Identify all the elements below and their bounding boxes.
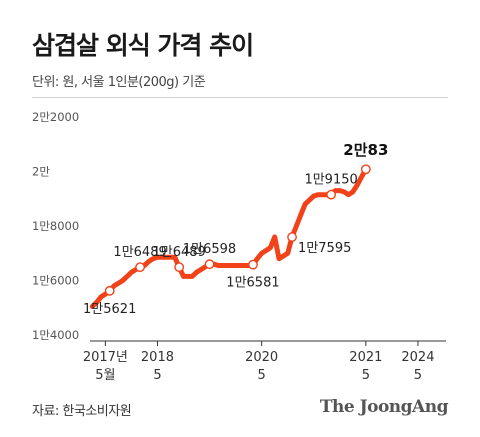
title-divider <box>32 97 448 98</box>
data-point-marker <box>174 262 185 273</box>
y-tick-label: 1만4000 <box>32 328 79 342</box>
x-tick-label-line: 5 <box>153 368 161 383</box>
y-tick-label: 2만2000 <box>32 110 79 124</box>
data-point-marker <box>248 259 258 270</box>
source-note: 자료: 한국소비자원 <box>32 404 132 419</box>
x-tick-label-line: 5월 <box>95 368 115 383</box>
x-tick-label: 2018 5 <box>141 350 174 383</box>
data-label: 1만7595 <box>298 241 351 256</box>
y-axis-ticks: 1만4000 1만6000 1만8000 2만 2만2000 <box>32 110 79 342</box>
annotation-markers <box>104 164 371 296</box>
x-tick-label-line: 2017년 <box>83 350 128 365</box>
data-label: 1만6598 <box>183 242 236 257</box>
publisher-logo: The JoongAng <box>319 397 449 417</box>
data-label: 1만6489 <box>153 245 206 260</box>
data-point-marker <box>326 189 337 200</box>
x-tick-label-line: 5 <box>258 368 266 383</box>
chart-subtitle: 단위: 원, 서울 1인분(200g) 기준 <box>32 75 206 90</box>
y-tick-label: 1만6000 <box>32 274 79 288</box>
data-label: 1만6581 <box>226 276 279 291</box>
data-label: 1만9150 <box>304 173 357 188</box>
y-tick-label: 2만 <box>32 165 50 179</box>
data-labels: 1만56211만64891만64891만65981만65811만75951만91… <box>83 141 388 317</box>
x-tick-label-line: 2018 <box>141 350 174 365</box>
x-tick-label-line: 5 <box>362 368 370 383</box>
data-label: 1만6489 <box>113 245 166 260</box>
data-point-marker <box>135 262 145 273</box>
x-tick-label-line: 2024 <box>401 350 434 365</box>
x-tick-label: 2020 5 <box>245 350 278 383</box>
x-tick-label-line: 5 <box>414 368 422 383</box>
x-tick-label-line: 2021 <box>349 350 382 365</box>
x-tick-label: 2021 5 <box>349 350 382 383</box>
y-tick-label: 1만8000 <box>32 219 79 233</box>
x-tick-label: 2024 5 <box>401 350 434 383</box>
data-label: 2만83 <box>343 141 388 159</box>
x-tick-label-line: 2020 <box>245 350 278 365</box>
data-point-marker <box>204 259 215 270</box>
data-point-marker <box>104 285 115 296</box>
x-axis-ticks: 2017년 5월 2018 5 2020 5 2021 5 2024 5 <box>83 341 434 383</box>
x-tick-label: 2017년 5월 <box>83 350 128 383</box>
chart-title: 삼겹살 외식 가격 추이 <box>32 31 254 60</box>
data-label: 1만5621 <box>83 302 136 317</box>
data-point-marker <box>360 164 371 175</box>
data-point-marker <box>287 232 297 242</box>
